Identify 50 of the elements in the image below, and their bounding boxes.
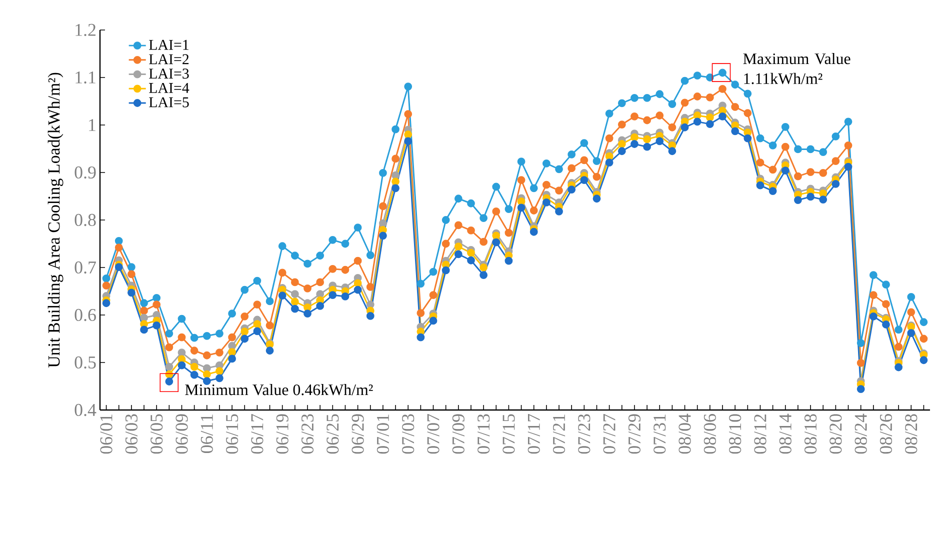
x-tick-label: 08/10	[729, 414, 742, 454]
x-tick-label: 06/23	[301, 414, 314, 454]
y-axis-title: Unit Building Area Cooling Load(kWh/m²)	[48, 72, 64, 368]
legend-label: LAI=2	[149, 54, 189, 64]
x-tick-label: 07/15	[502, 414, 515, 454]
legend-label: LAI=4	[149, 82, 190, 93]
y-tick-label: 0.8	[74, 214, 96, 226]
x-tick-label: 08/28	[905, 414, 918, 454]
x-tick-label: 08/20	[830, 414, 842, 454]
y-tick-label: 1	[89, 119, 96, 131]
x-tick-label: 06/03	[125, 414, 138, 454]
x-tick-label: 07/31	[654, 414, 666, 454]
x-tick-label: 06/29	[352, 414, 364, 454]
y-tick-label: 1.2	[76, 24, 96, 36]
x-tick-label: 06/15	[226, 414, 238, 454]
x-tick-label: 07/21	[552, 414, 566, 454]
x-tick-label: 06/09	[176, 414, 188, 454]
x-tick-label: 06/05	[150, 414, 163, 454]
x-tick-label: 07/09	[452, 414, 464, 454]
x-tick-label: 06/11	[200, 414, 213, 454]
y-tick-label: 0.6	[74, 308, 96, 322]
x-tick-label: 08/06	[704, 414, 716, 454]
y-tick-label: 0.7	[74, 261, 96, 274]
x-tick-label: 08/26	[880, 414, 892, 454]
y-tick-label: 0.5	[74, 356, 96, 369]
annotation: Minimum Value 0.46kWh/m²	[185, 384, 373, 396]
legend-label: LAI=1	[149, 40, 188, 50]
x-tick-label: 07/17	[528, 414, 540, 454]
x-tick-label: 07/23	[578, 414, 590, 454]
y-tick-label: 0.4	[74, 404, 96, 416]
annotation: Maximum Value 1.11kWh/m²	[743, 52, 850, 84]
legend-label: LAI=3	[149, 68, 189, 79]
y-tick-label: 1.1	[76, 71, 96, 84]
x-tick-label: 06/19	[276, 414, 288, 454]
x-tick-label: 08/24	[854, 414, 867, 454]
x-tick-label: 08/12	[754, 414, 766, 454]
x-tick-label: 08/14	[779, 414, 792, 454]
x-tick-label: 06/17	[251, 414, 264, 454]
x-tick-label: 08/18	[804, 414, 817, 454]
x-tick-label: 07/03	[402, 414, 414, 454]
x-tick-label: 06/01	[100, 414, 112, 454]
x-tick-label: 07/01	[376, 414, 390, 454]
x-tick-label: 07/27	[603, 414, 616, 454]
x-tick-label: 07/07	[427, 414, 440, 454]
legend-label: LAI=5	[149, 97, 189, 108]
x-tick-label: 07/13	[478, 414, 490, 454]
x-tick-label: 07/29	[628, 414, 641, 454]
x-tick-label: 08/04	[678, 414, 691, 454]
x-tick-label: 06/25	[326, 414, 339, 454]
y-tick-label: 0.9	[74, 166, 96, 179]
